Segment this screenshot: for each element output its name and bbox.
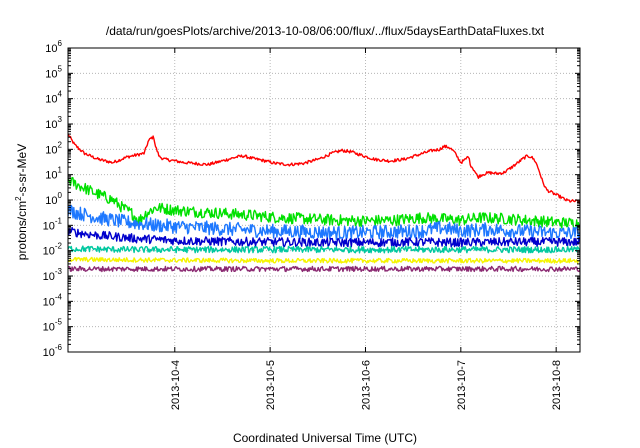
y-axis-label-pre: protons/cm — [15, 201, 29, 260]
series-line — [68, 245, 580, 254]
series-line — [68, 133, 580, 204]
y-axis-label: protons/cm2-s-sr-MeV — [14, 144, 29, 260]
x-axis-label: Coordinated Universal Time (UTC) — [233, 431, 417, 445]
series-line — [68, 176, 580, 230]
y-tick-label: 103 — [45, 115, 62, 131]
x-tick-label: 2013-10-8 — [551, 360, 563, 410]
chart-title: /data/run/goesPlots/archive/2013-10-08/0… — [106, 24, 545, 38]
series-line — [68, 226, 580, 248]
data-series — [68, 133, 580, 273]
y-tick-label: 105 — [45, 64, 62, 80]
y-tick-label: 101 — [45, 166, 62, 182]
series-line — [68, 256, 580, 264]
x-tick-label: 2013-10-5 — [265, 360, 277, 410]
y-axis-label-post: -s-sr-MeV — [15, 144, 29, 197]
axis-ticks: 2013-10-4 2013-10-5 2013-10-6 2013-10-7 2013… — [43, 39, 580, 410]
y-tick-label: 106 — [45, 39, 62, 55]
y-tick-label: 102 — [45, 140, 62, 156]
series-line — [68, 265, 580, 273]
y-tick-label: 10-3 — [43, 267, 63, 283]
y-tick-label: 100 — [45, 191, 62, 207]
y-tick-label: 10-1 — [43, 216, 63, 232]
y-tick-label: 104 — [45, 90, 62, 106]
y-tick-label: 10-5 — [43, 318, 63, 334]
y-tick-label: 10-6 — [43, 343, 63, 359]
x-tick-label: 2013-10-4 — [170, 360, 182, 410]
x-tick-label: 2013-10-6 — [360, 360, 372, 410]
y-tick-label: 10-4 — [43, 292, 63, 308]
y-axis-label-sup: 2 — [14, 196, 23, 201]
x-tick-label: 2013-10-7 — [456, 360, 468, 410]
y-tick-label: 10-2 — [43, 242, 63, 258]
series-line — [68, 204, 580, 241]
